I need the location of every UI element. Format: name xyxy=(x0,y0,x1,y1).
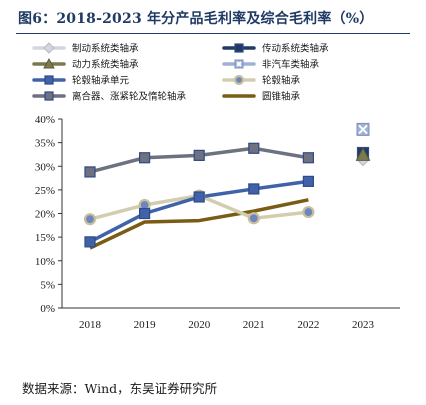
legend-item: 制动系统类轴承 xyxy=(32,42,139,55)
data-point xyxy=(84,236,96,248)
data-point xyxy=(193,191,205,203)
legend-item: 离合器、涨紧轮及惰轮轴承 xyxy=(32,91,187,103)
data-point xyxy=(302,175,314,187)
data-point xyxy=(302,152,314,164)
data-point xyxy=(139,207,151,220)
legend-item: 轮毂轴承 xyxy=(222,74,301,87)
marker-cross xyxy=(236,61,242,67)
data-point xyxy=(355,147,371,161)
y-tick-label: 5% xyxy=(40,279,55,291)
y-tick-label: 15% xyxy=(35,232,55,244)
legend-label: 动力系统类轴承 xyxy=(72,59,139,71)
x-tick-label: 2018 xyxy=(79,319,102,331)
data-point xyxy=(356,122,370,136)
y-tick-label: 10% xyxy=(35,256,55,268)
y-tick-label: 25% xyxy=(35,185,55,197)
y-tick-label: 35% xyxy=(35,138,55,150)
legend-marker xyxy=(44,91,54,101)
legend-item: 轮毂轴承单元 xyxy=(32,75,130,87)
legend-marker xyxy=(234,43,244,53)
legend-marker xyxy=(43,42,55,54)
y-tick-label: 20% xyxy=(35,209,55,221)
axes: 0% 5% 10% 15% 20% 25% 30% 35% 40% 2018 2019 2020 202… xyxy=(35,114,400,331)
y-tick-label: 0% xyxy=(40,303,55,315)
data-point xyxy=(84,166,96,178)
legend-item: 动力系统类轴承 xyxy=(32,57,139,71)
chart-title: 图6：2018-2023 年分产品毛利率及综合毛利率（%） xyxy=(18,11,374,27)
legend-label: 非汽车类轴承 xyxy=(262,59,320,71)
source-note: 数据来源：Wind，东吴证券研究所 xyxy=(22,381,218,396)
legend-label: 圆锥轴承 xyxy=(262,91,301,103)
legend-item: 圆锥轴承 xyxy=(222,91,301,103)
data-point xyxy=(248,183,260,195)
legend-marker xyxy=(233,74,245,86)
data-point xyxy=(83,213,97,226)
x-tick-label: 2023 xyxy=(352,319,375,331)
data-point xyxy=(302,205,315,219)
y-tick-label: 30% xyxy=(35,161,55,173)
legend-label: 制动系统类轴承 xyxy=(72,43,139,55)
series-line xyxy=(89,198,309,250)
x-tick-label: 2019 xyxy=(134,319,157,331)
legend-label: 离合器、涨紧轮及惰轮轴承 xyxy=(72,91,187,103)
legend-marker xyxy=(234,59,244,69)
x-tick-label: 2022 xyxy=(297,319,319,331)
legend-label: 轮毂轴承 xyxy=(262,75,301,87)
legend-marker xyxy=(43,57,55,69)
legend-item: 非汽车类轴承 xyxy=(222,59,320,71)
legend-item: 传动系统类轴承 xyxy=(222,43,329,55)
marker-cross xyxy=(358,124,368,135)
data-point xyxy=(247,212,260,225)
x-tick-label: 2021 xyxy=(243,319,265,331)
legend-label: 传动系统类轴承 xyxy=(262,43,329,55)
data-point xyxy=(248,142,260,154)
y-tick-label: 40% xyxy=(35,114,55,126)
data-point xyxy=(193,149,205,161)
data-point xyxy=(139,152,151,164)
series-markers xyxy=(83,122,371,248)
title-divider xyxy=(16,33,410,34)
legend-label: 轮毂轴承单元 xyxy=(72,75,130,87)
x-tick-label: 2020 xyxy=(188,319,211,331)
legend-marker xyxy=(44,75,54,85)
